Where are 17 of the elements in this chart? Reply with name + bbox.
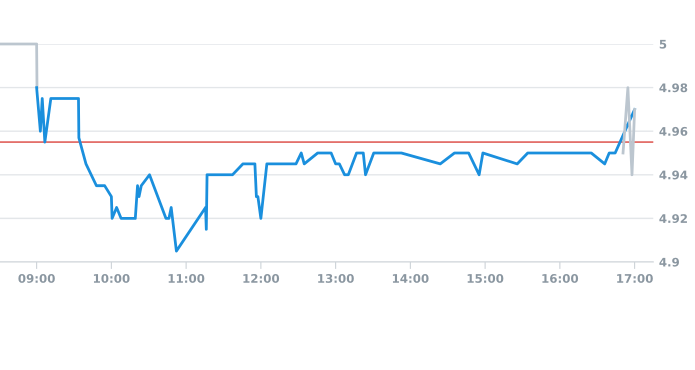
y-tick-label: 4.98: [659, 83, 688, 92]
x-tick-label: 13:00: [318, 274, 354, 283]
x-tick-label: 16:00: [542, 274, 578, 283]
x-tick-label: 11:00: [168, 274, 204, 283]
y-tick-label: 4.96: [659, 126, 688, 136]
y-tick-label: 5: [660, 40, 666, 49]
y-tick-label: 4.92: [659, 214, 687, 224]
x-tick-label: 10:00: [94, 274, 130, 283]
x-tick-label: 14:00: [392, 274, 429, 283]
x-tick-label: 12:00: [243, 274, 280, 283]
x-tick-label: 17:00: [617, 274, 653, 283]
y-tick-label: 4.9: [659, 258, 680, 267]
line-series: [622, 86, 636, 176]
line-series: [35, 86, 636, 252]
x-tick-label: 15:00: [468, 274, 504, 283]
x-tick-label: 09:00: [18, 274, 55, 283]
y-tick-label: 4.94: [659, 170, 688, 180]
